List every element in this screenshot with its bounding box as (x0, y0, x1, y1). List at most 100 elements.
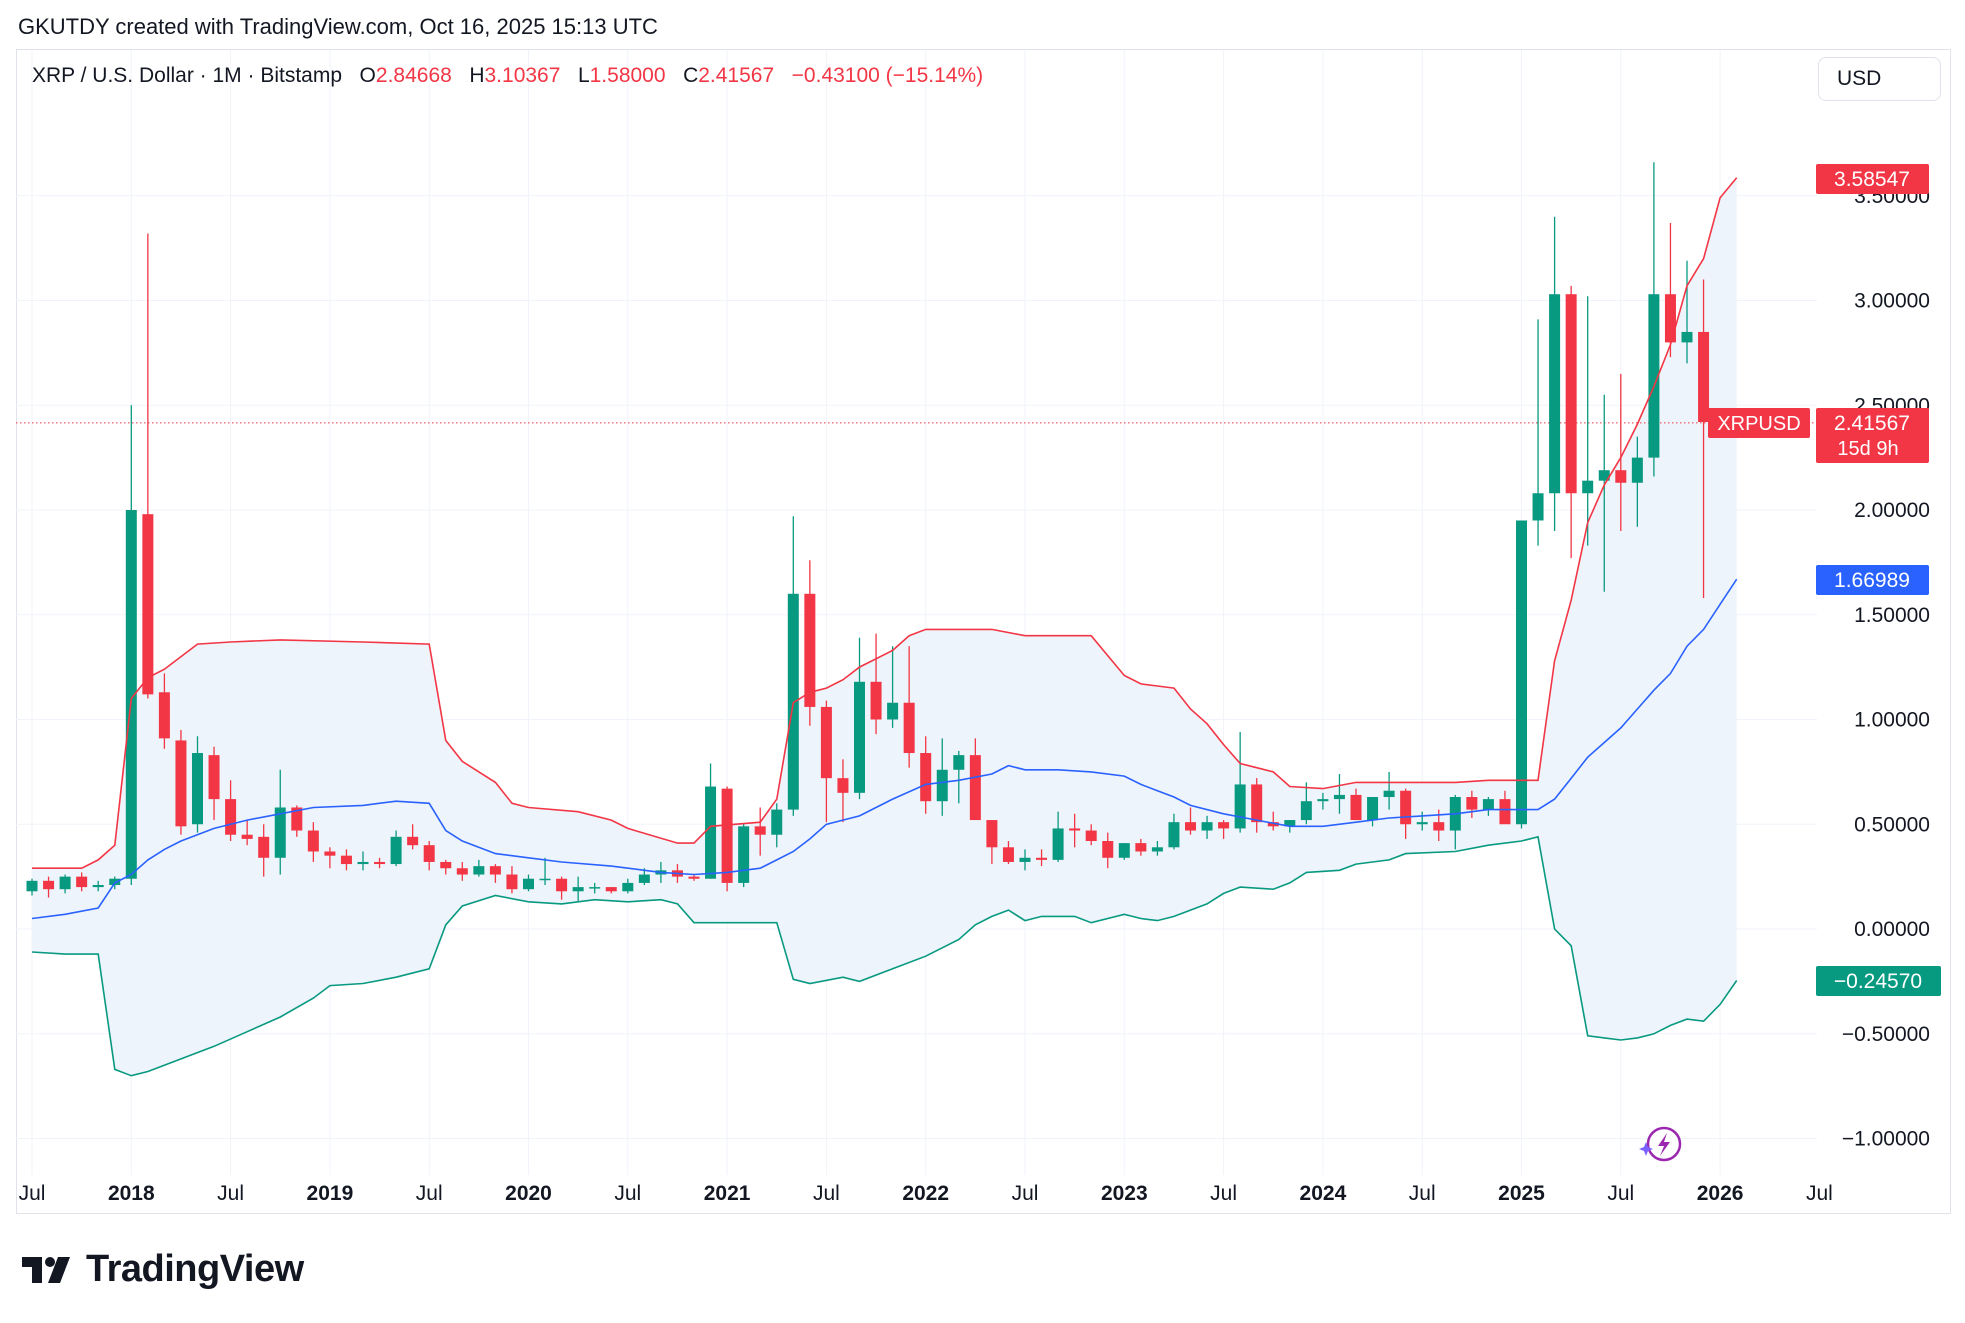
candle-body (1681, 331, 1693, 343)
candle (340, 849, 352, 871)
x-tick-label: Jul (614, 1182, 641, 1205)
x-tick-label: Jul (416, 1182, 443, 1205)
svg-text:XRPUSD: XRPUSD (1717, 413, 1800, 435)
time-axis[interactable]: Jul 2018 Jul 2019 Jul 2020 Jul 2021 Jul 2022 Jul 20… (19, 1182, 1833, 1205)
upper-band-line (32, 177, 1738, 870)
candle (506, 866, 518, 894)
candle-body (1631, 457, 1643, 483)
candle (605, 887, 617, 894)
candle-body (506, 874, 518, 890)
candle (1516, 520, 1527, 829)
symbol-title[interactable]: XRP / U.S. Dollar · 1M · Bitstamp (32, 64, 343, 87)
candle-body (1367, 797, 1379, 821)
candle-body (208, 755, 220, 800)
y-tick-label: 0.50000 (1854, 813, 1930, 836)
candle-body (887, 702, 899, 720)
candle (589, 882, 601, 894)
candle-body (1598, 470, 1610, 481)
tradingview-brand[interactable]: TradingView (22, 1248, 304, 1291)
price-axis[interactable]: 3.500003.000002.500002.000001.500001.000… (1842, 185, 1930, 1151)
candle-body (1102, 841, 1114, 858)
candle-body (1284, 820, 1296, 827)
candle-body (787, 593, 799, 810)
candle-body (456, 868, 468, 875)
candle-body (688, 876, 700, 879)
candle (1267, 811, 1279, 831)
candle-body (1234, 784, 1246, 829)
candle (787, 516, 799, 816)
candle-body (1698, 331, 1710, 423)
x-tick-label: Jul (1607, 1182, 1634, 1205)
candle-body (572, 887, 584, 892)
x-tick-label: 2023 (1101, 1182, 1148, 1205)
candle-body (969, 755, 981, 821)
candle (258, 824, 270, 877)
candle (1681, 260, 1693, 364)
candle (1002, 841, 1014, 865)
candles (26, 162, 1710, 902)
events-lightning-icon[interactable] (1639, 1126, 1682, 1162)
x-tick-label: Jul (813, 1182, 840, 1205)
candle (1069, 813, 1081, 848)
candle (1400, 788, 1412, 839)
x-tick-label: 2022 (902, 1182, 949, 1205)
x-tick-label: Jul (1806, 1182, 1833, 1205)
last-price-badge: 2.41567 15d 9h (1816, 408, 1929, 463)
candle (556, 876, 568, 900)
candle (1185, 807, 1196, 835)
candle (572, 876, 584, 902)
candle (820, 700, 832, 823)
candle-body (539, 878, 551, 881)
candle-body (1185, 822, 1196, 831)
x-tick-label: 2019 (307, 1182, 354, 1205)
svg-text:1.66989: 1.66989 (1834, 569, 1910, 592)
open-label: O (359, 64, 376, 87)
candle (1151, 841, 1163, 856)
tradingview-wordmark: TradingView (86, 1248, 304, 1290)
candle-body (1400, 790, 1412, 825)
candle (1565, 285, 1577, 559)
candle-body (1466, 797, 1478, 810)
candle (1482, 797, 1494, 816)
chart-creation-header: GKUTDY created with TradingView.com, Oct… (18, 14, 658, 39)
candle (1218, 820, 1230, 839)
candle-body (870, 681, 882, 720)
candle-body (1383, 790, 1395, 798)
candle (936, 738, 948, 816)
candle-body (1135, 843, 1147, 852)
candle (142, 233, 154, 699)
candle-body (1350, 794, 1362, 821)
candle (837, 759, 849, 823)
candle (225, 780, 237, 842)
candle (523, 874, 534, 892)
candle (208, 746, 220, 821)
candle (324, 847, 336, 869)
x-tick-label: Jul (1409, 1182, 1436, 1205)
low-value: 1.58000 (589, 64, 666, 87)
currency-button[interactable]: USD (1818, 57, 1941, 101)
candle (26, 878, 38, 896)
y-tick-label: 1.50000 (1854, 604, 1930, 627)
upper-band-badge: 3.58547 (1816, 164, 1929, 194)
candle (1118, 843, 1130, 860)
candle (1317, 792, 1329, 810)
candle-body (936, 769, 948, 802)
candle (1698, 279, 1710, 598)
candle (1036, 849, 1048, 867)
candle-body (1085, 830, 1097, 842)
candle (1383, 771, 1395, 810)
candle (1549, 216, 1561, 531)
candle (1648, 162, 1660, 477)
candle-body (1664, 294, 1676, 343)
svg-text:15d 9h: 15d 9h (1837, 438, 1898, 460)
candle (1499, 790, 1511, 825)
candle-body (142, 514, 154, 695)
candle (1333, 773, 1345, 814)
y-tick-label: 2.00000 (1854, 499, 1930, 522)
candle-body (274, 807, 286, 858)
candle (1615, 373, 1627, 531)
candle (870, 633, 882, 735)
candle (953, 750, 965, 804)
candle-body (986, 820, 998, 848)
